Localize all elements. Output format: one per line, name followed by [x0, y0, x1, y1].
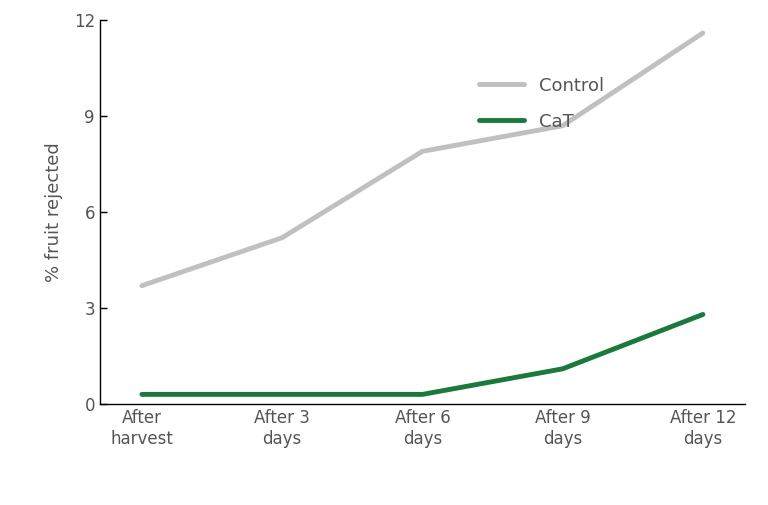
- Control: [137, 283, 147, 289]
- Control: [277, 235, 286, 241]
- CaT: [137, 391, 147, 397]
- CaT: [418, 391, 427, 397]
- Control: [698, 30, 707, 36]
- CaT: [277, 391, 286, 397]
- CaT: [558, 366, 568, 372]
- Line: Control: Control: [142, 33, 703, 286]
- Y-axis label: % fruit rejected: % fruit rejected: [45, 142, 63, 282]
- Control: [558, 123, 568, 129]
- Legend: Control, CaT: Control, CaT: [470, 68, 613, 140]
- CaT: [698, 312, 707, 318]
- Control: [418, 148, 427, 155]
- Line: CaT: CaT: [142, 315, 703, 394]
